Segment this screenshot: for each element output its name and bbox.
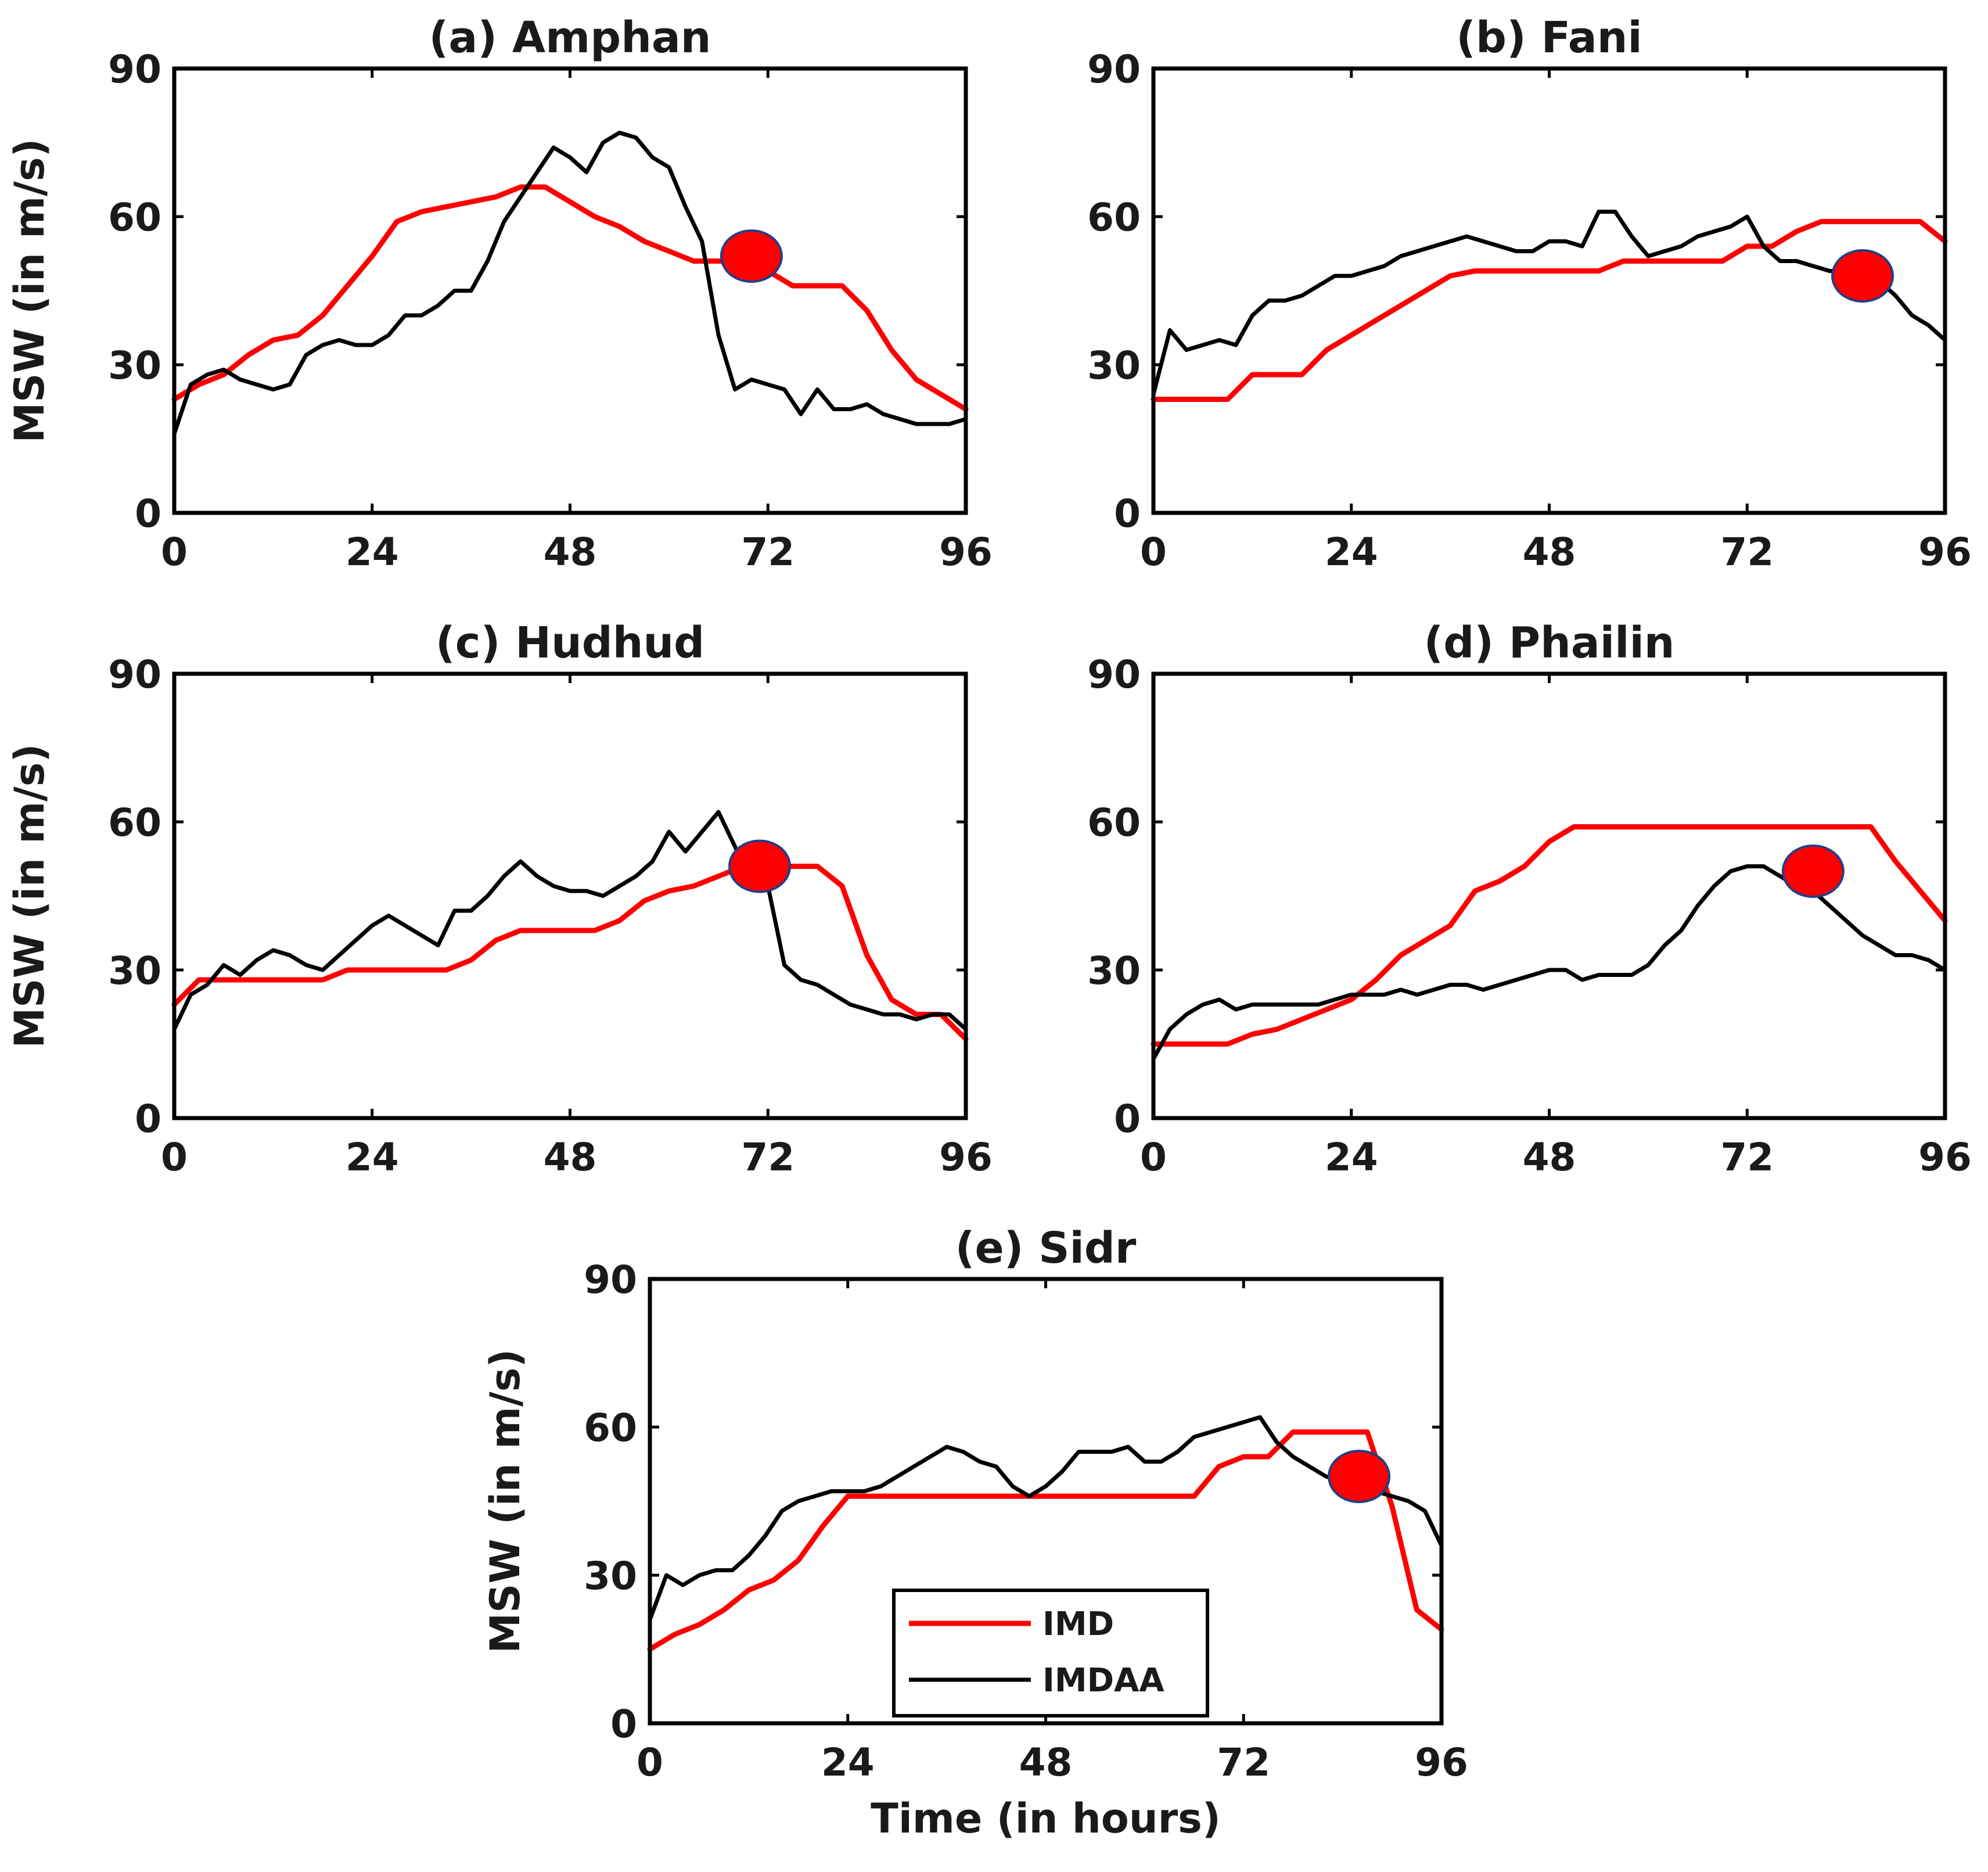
x-tick-label: 96 [1918, 530, 1972, 574]
y-tick-label: 90 [1087, 652, 1141, 697]
legend-box [892, 1589, 1209, 1718]
landfall-marker [720, 229, 783, 283]
landfall-marker [1781, 845, 1845, 898]
y-axis-label: MSW (in m/s) [6, 743, 53, 1048]
x-tick-label: 24 [1325, 1135, 1378, 1180]
x-tick-label: 72 [1217, 1740, 1270, 1785]
landfall-marker [728, 839, 792, 893]
x-tick-label: 48 [1523, 1135, 1576, 1180]
y-tick-label: 90 [584, 1257, 637, 1302]
series-imd-line [647, 1429, 1444, 1652]
x-tick-label: 72 [1720, 530, 1774, 574]
series-imd-line [171, 864, 969, 1042]
series-imdaa-line [1151, 210, 1947, 397]
y-tick-label: 0 [1114, 1097, 1141, 1141]
y-tick-label: 60 [1087, 195, 1141, 240]
y-tick-label: 0 [1114, 491, 1141, 536]
panel-1: (a) Amphan 0 24 48 72 96 0 30 60 90 MSW (in m/s) [6, 13, 993, 574]
panel-5: (e) Sidr 0 24 48 72 96 0 30 60 90 MSW (in m/s) Time… [481, 1223, 1468, 1842]
x-tick-label: 48 [1523, 530, 1576, 574]
x-tick-label: 0 [161, 1135, 188, 1180]
x-tick-label: 0 [1140, 1135, 1167, 1180]
x-tick-label: 0 [637, 1740, 663, 1785]
series-imd-line [171, 184, 969, 412]
x-tick-label: 72 [741, 530, 795, 574]
x-tick-label: 72 [1720, 1135, 1774, 1180]
series-imdaa-line [172, 810, 968, 1032]
x-tick-label: 0 [1140, 530, 1167, 574]
x-tick-label: 96 [1918, 1135, 1972, 1180]
x-tick-label: 48 [544, 1135, 597, 1180]
y-tick-label: 60 [1087, 800, 1141, 845]
x-tick-label: 24 [1325, 530, 1378, 574]
series-imdaa-line [172, 131, 968, 436]
y-tick-label: 0 [610, 1702, 637, 1747]
series-imdaa-line [648, 1415, 1444, 1622]
y-tick-label: 60 [584, 1406, 637, 1450]
panel-title: (d) Phailin [1423, 618, 1674, 668]
x-tick-label: 48 [544, 530, 597, 574]
legend-label-imd: IMD [1042, 1605, 1114, 1643]
legend-label-imdaa: IMDAA [1042, 1662, 1164, 1699]
x-tick-label: 24 [346, 530, 399, 574]
y-tick-label: 0 [135, 1097, 161, 1141]
y-tick-label: 60 [108, 800, 161, 845]
x-tick-label: 72 [741, 1135, 795, 1180]
x-tick-label: 48 [1019, 1740, 1073, 1785]
y-tick-label: 90 [108, 652, 161, 697]
x-tick-label: 24 [821, 1740, 875, 1785]
y-axis-label: MSW (in m/s) [481, 1349, 529, 1653]
series-imd-line [1151, 219, 1948, 402]
panel-title: (a) Amphan [429, 13, 711, 63]
legend: IMD IMDAA [892, 1589, 1209, 1718]
y-axis-label: MSW (in m/s) [6, 138, 53, 443]
y-tick-label: 90 [108, 47, 161, 92]
x-tick-label: 0 [161, 530, 188, 574]
panel-2: (b) Fani 0 24 48 72 96 0 30 60 90 [1087, 13, 1972, 574]
x-tick-label: 96 [939, 530, 993, 574]
x-tick-label: 24 [346, 1135, 399, 1180]
x-tick-label: 96 [939, 1135, 993, 1180]
y-tick-label: 0 [135, 491, 161, 536]
series-imd-line [1151, 824, 1948, 1047]
y-tick-label: 60 [108, 195, 161, 240]
y-tick-label: 30 [584, 1554, 637, 1598]
plot-frame [1151, 671, 1947, 1120]
y-tick-label: 90 [1087, 47, 1141, 92]
panel-title: (e) Sidr [955, 1223, 1137, 1273]
x-tick-label: 96 [1415, 1740, 1468, 1785]
landfall-marker [1328, 1450, 1391, 1503]
y-tick-label: 30 [108, 343, 161, 388]
plot-frame [1151, 66, 1947, 515]
panel-title: (c) Hudhud [436, 618, 704, 668]
panel-4: (d) Phailin 0 24 48 72 96 0 30 60 90 [1087, 618, 1972, 1180]
panel-3: (c) Hudhud 0 24 48 72 96 0 30 60 90 MSW (in m/s) [6, 618, 993, 1180]
x-axis-label: Time (in hours) [871, 1795, 1221, 1842]
landfall-marker [1831, 249, 1894, 303]
y-tick-label: 30 [1087, 948, 1141, 993]
y-tick-label: 30 [108, 948, 161, 993]
y-tick-label: 30 [1087, 343, 1141, 388]
panel-title: (b) Fani [1456, 13, 1642, 63]
